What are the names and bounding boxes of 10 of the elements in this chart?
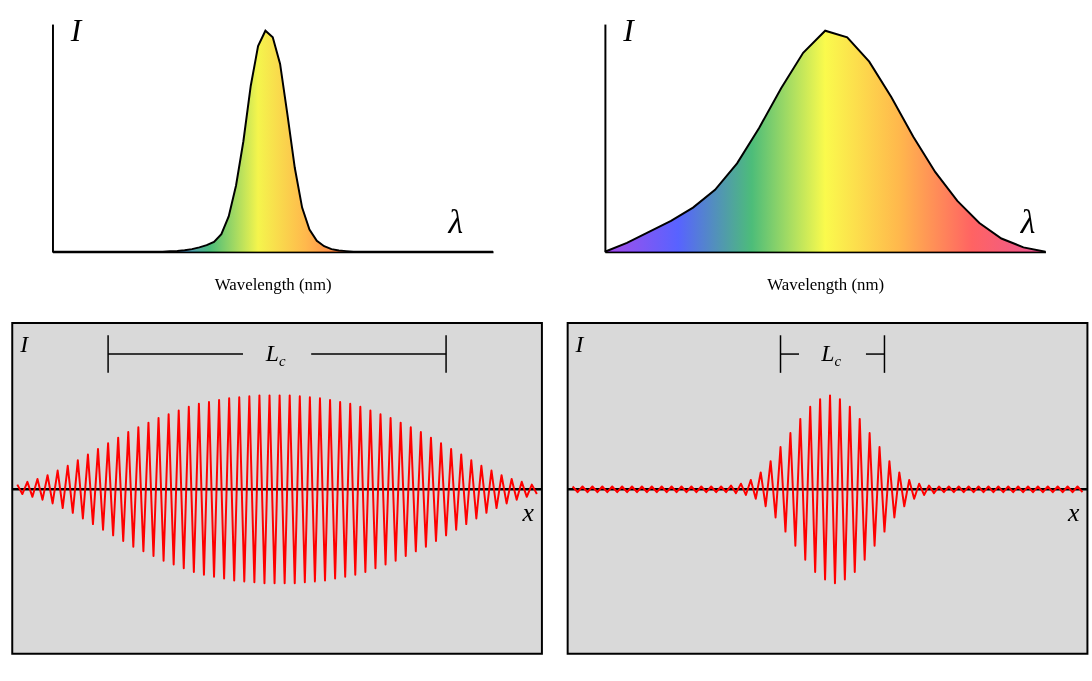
x-axis-title: x: [521, 498, 535, 528]
annotation: λ: [1019, 202, 1036, 240]
annotation: λ: [447, 202, 464, 240]
x-axis-title: Wavelength (nm): [214, 274, 332, 294]
y-axis-title: I: [19, 330, 30, 357]
y-axis-title: I: [69, 13, 83, 49]
y-axis-title: I: [574, 330, 585, 357]
x-axis-title: x: [1067, 498, 1081, 528]
x-axis-title: Wavelength (nm): [767, 274, 885, 294]
y-axis-title: I: [622, 13, 636, 49]
